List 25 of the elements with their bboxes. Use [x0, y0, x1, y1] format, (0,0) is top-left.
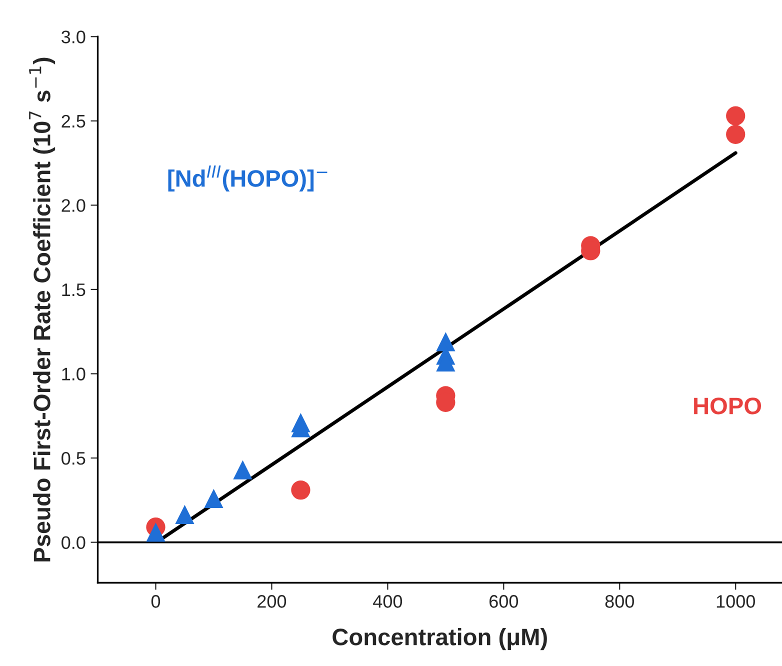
x-axis-title: Concentration (μM): [332, 628, 547, 650]
y-axis-title: Pseudo First-Order Rate Coefficient (10$^{7}$ s$^{−1}$): [29, 58, 56, 562]
x-tick-label: 1000: [716, 595, 755, 608]
point: [175, 504, 194, 524]
x-tick-label: 800: [605, 595, 634, 608]
point: [436, 332, 456, 352]
point: [726, 124, 746, 144]
y-tick-label: 1.5: [62, 284, 86, 296]
x-tick-label: 600: [490, 595, 518, 608]
text: [Nd$^{III}$(HOPO)]$^{−}$: [168, 166, 328, 192]
x-tick-label: 0: [151, 595, 160, 608]
x-tick-label: 200: [258, 595, 286, 608]
point: [726, 106, 746, 126]
y-tick-label: 3.0: [62, 30, 86, 44]
point: [204, 488, 224, 508]
y-tick-label: 2.5: [62, 114, 86, 128]
x-tick-label: 400: [373, 595, 402, 608]
text: HOPO: [694, 398, 762, 414]
point: [233, 460, 252, 480]
y-tick-label: 1.0: [62, 368, 86, 380]
y-tick-label: 0.5: [62, 452, 86, 465]
y-tick-label: 0.0: [62, 536, 86, 550]
point: [291, 480, 310, 500]
point: [146, 522, 166, 542]
y-tick-label: 2.0: [62, 199, 86, 212]
